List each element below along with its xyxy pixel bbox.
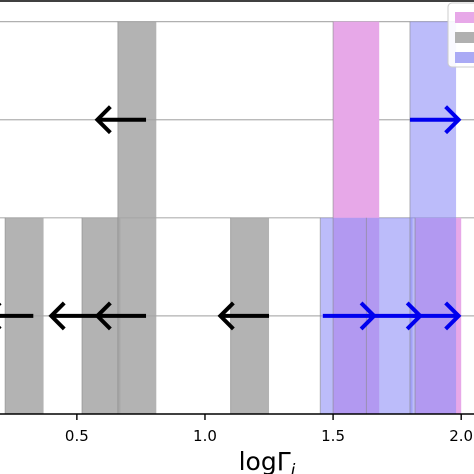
arrow <box>412 301 462 331</box>
bar <box>409 21 457 414</box>
legend-swatch <box>455 12 474 23</box>
legend-swatch <box>455 52 474 63</box>
axes: 0.5 1.0 1.5 2.0 <box>0 0 474 445</box>
x-tick-label: 0.5 <box>65 427 89 445</box>
arrow-head <box>444 301 462 331</box>
arrow <box>94 301 147 331</box>
arrow <box>217 301 270 331</box>
legend <box>447 2 474 68</box>
x-tick-label: 2.0 <box>449 427 473 445</box>
limit-arrows <box>0 105 462 331</box>
arrow <box>94 105 147 135</box>
x-tick-label: 1.5 <box>321 427 345 445</box>
x-axis-label: logΓi <box>239 447 296 474</box>
arrow-head <box>94 105 112 135</box>
arrow-head <box>48 301 66 331</box>
legend-swatch <box>455 32 474 43</box>
bar <box>117 21 157 414</box>
arrow-head <box>217 301 235 331</box>
arrow-head <box>94 301 112 331</box>
arrow <box>0 302 34 330</box>
arrow <box>409 105 462 135</box>
arrow-head <box>444 105 462 135</box>
x-tick-label: 1.0 <box>193 427 217 445</box>
arrow <box>48 301 100 331</box>
